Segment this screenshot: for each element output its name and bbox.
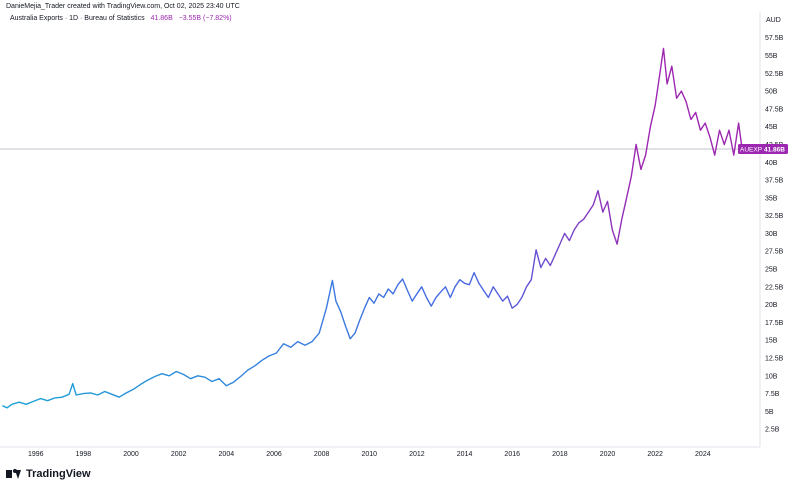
x-tick-label: 2002 [171,451,187,458]
x-tick-label: 2020 [600,451,616,458]
y-tick-label: 15B [765,338,778,345]
x-tick-label: 2018 [552,451,568,458]
series-points [2,48,742,408]
x-tick-label: 2016 [504,451,520,458]
x-tick-label: 1996 [28,451,44,458]
x-tick-label: 2006 [266,451,282,458]
series-line-australia-exports [2,47,743,409]
x-tick-label: 2014 [457,451,473,458]
y-tick-label: 27.5B [765,249,784,256]
y-tick-label: 25B [765,267,778,274]
y-tick-label: 12.5B [765,356,784,363]
y-tick-label: 17.5B [765,320,784,327]
y-tick-label: 45B [765,124,778,131]
price-tag-background [738,144,788,155]
y-tick-label: 7.5B [765,391,780,398]
chart-caption: DanieMejia_Trader created with TradingVi… [6,3,240,10]
y-tick-label: 55B [765,53,778,60]
y-tick-label: 57.5B [765,35,784,42]
x-axis: 1996 1998 2000 2002 2004 2006 2008 2010 2012 2014… [0,446,760,458]
y-tick-label: 30B [765,231,778,238]
y-tick-label: 2.5B [765,427,780,434]
y-axis[interactable]: 2.5B 5B 7.5B 10B 12.5B 15B 17.5B 20B 22.5B 25B 27.… [759,12,784,447]
x-tick-label: 2000 [123,451,139,458]
y-tick-label: 22.5B [765,284,784,291]
y-tick-label: 32.5B [765,213,784,220]
price-tag: AUEXP 41.86B [738,144,788,155]
x-tick-label: 2012 [409,451,425,458]
tradingview-footer[interactable]: TradingView [6,467,91,481]
y-tick-label: 52.5B [765,71,784,78]
y-tick-label: 5B [765,409,774,416]
series-title: Australia Exports · 1D · Bureau of Stati… [10,15,145,22]
x-tick-label: 1998 [76,451,92,458]
x-tick-label: 2008 [314,451,330,458]
x-tick-label: 2004 [219,451,235,458]
y-tick-label: 47.5B [765,106,784,113]
y-tick-label: 35B [765,195,778,202]
tradingview-logo-icon [6,468,22,480]
series-legend[interactable]: Australia Exports · 1D · Bureau of Stati… [10,15,232,22]
legend-last-value: 41.86B [150,15,173,22]
y-tick-label: 20B [765,302,778,309]
price-tag-value: 41.86B [764,146,785,153]
tradingview-brand: TradingView [26,468,91,480]
y-tick-label: 50B [765,89,778,96]
x-tick-label: 2024 [695,451,711,458]
y-tick-label: 10B [765,373,778,380]
y-tick-label: 37.5B [765,178,784,185]
y-tick-label: 40B [765,160,778,167]
x-tick-label: 2022 [647,451,663,458]
x-tick-label: 2010 [361,451,377,458]
currency-label[interactable]: AUD [766,17,781,24]
legend-change: −3.55B (−7.82%) [178,15,232,22]
price-tag-symbol: AUEXP [740,146,762,153]
